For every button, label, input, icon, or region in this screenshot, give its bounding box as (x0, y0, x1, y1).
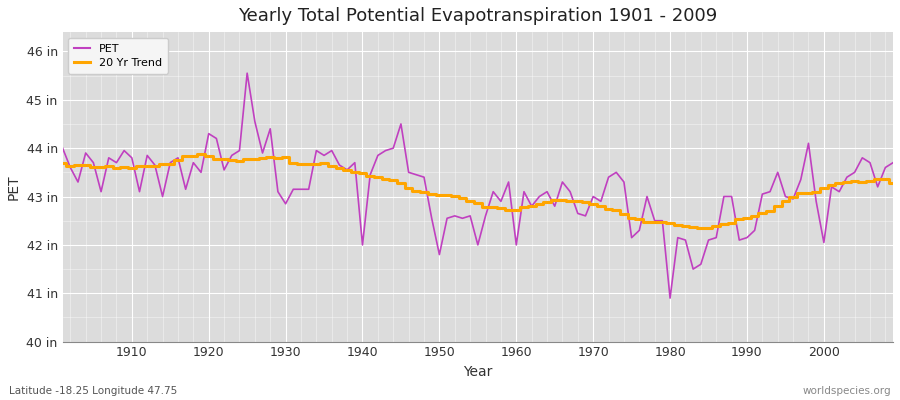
Text: Latitude -18.25 Longitude 47.75: Latitude -18.25 Longitude 47.75 (9, 386, 177, 396)
PET (511, 242, 522, 247)
PET (611, 170, 622, 175)
20 Yr Trend (195, 152, 206, 157)
20 Yr Trend (295, 162, 306, 167)
Line: PET: PET (63, 73, 893, 298)
20 Yr Trend (119, 165, 130, 170)
PET (119, 148, 130, 153)
20 Yr Trend (58, 161, 68, 166)
PET (342, 168, 353, 172)
PET (242, 71, 253, 76)
Y-axis label: PET: PET (7, 174, 21, 200)
Legend: PET, 20 Yr Trend: PET, 20 Yr Trend (68, 38, 168, 74)
PET (518, 189, 529, 194)
20 Yr Trend (511, 208, 522, 212)
PET (665, 296, 676, 300)
Text: worldspecies.org: worldspecies.org (803, 386, 891, 396)
Line: 20 Yr Trend: 20 Yr Trend (63, 154, 893, 228)
20 Yr Trend (611, 208, 622, 213)
20 Yr Trend (696, 226, 706, 230)
20 Yr Trend (518, 205, 529, 210)
20 Yr Trend (342, 167, 353, 172)
PET (58, 146, 68, 150)
PET (295, 187, 306, 192)
Title: Yearly Total Potential Evapotranspiration 1901 - 2009: Yearly Total Potential Evapotranspiratio… (238, 7, 717, 25)
X-axis label: Year: Year (464, 365, 492, 379)
20 Yr Trend (887, 180, 898, 185)
PET (887, 160, 898, 165)
